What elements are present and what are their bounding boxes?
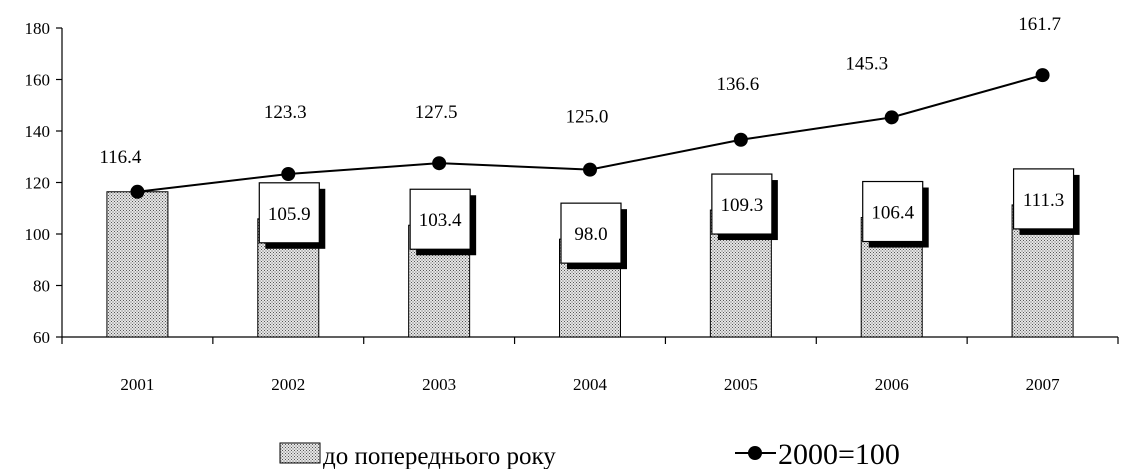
y-tick-label: 100 (25, 225, 51, 244)
bar-label-box (862, 180, 924, 243)
legend-line-label: 2000=100 (778, 438, 900, 469)
x-tick-label: 2002 (271, 375, 305, 394)
y-tick-label: 120 (25, 174, 51, 193)
x-tick-label: 2007 (1026, 375, 1061, 394)
legend-bar-label: до попереднього року (323, 443, 556, 469)
x-tick-label: 2001 (120, 375, 154, 394)
bar (106, 191, 169, 338)
y-tick-label: 60 (33, 328, 50, 347)
legend: до попереднього року 2000=100 (279, 438, 900, 469)
legend-bar-swatch (279, 442, 321, 464)
bar-label-box (560, 202, 622, 264)
bar-value-label: 103.4 (419, 210, 462, 231)
bar-label-box (1012, 168, 1075, 230)
x-tick-label: 2004 (573, 375, 608, 394)
line-value-label: 125.0 (566, 107, 609, 128)
y-tick-label: 140 (25, 122, 51, 141)
line-marker (733, 132, 748, 147)
line-value-label: 127.5 (415, 102, 458, 123)
line-value-label: 116.4 (99, 147, 142, 168)
x-tick-label: 2005 (724, 375, 758, 394)
line-marker (281, 167, 296, 182)
bar-value-label: 106.4 (871, 203, 914, 224)
y-tick-label: 80 (33, 277, 50, 296)
bar-label-box (711, 173, 773, 235)
x-tick-label: 2003 (422, 375, 456, 394)
legend-line-marker (748, 446, 762, 460)
bar-value-label: 105.9 (268, 204, 311, 225)
bar-label-box (258, 182, 320, 244)
plot-area: 60 80 100 120 140 160 180 105.9 103.4 98.0 109.3 10… (25, 14, 1119, 394)
line-marker (432, 156, 447, 171)
line-value-label: 136.6 (716, 74, 759, 95)
x-tick-label: 2006 (875, 375, 909, 394)
line-marker (1035, 68, 1050, 83)
line-marker (583, 162, 597, 177)
bar-value-label: 98.0 (574, 224, 607, 245)
y-tick-label: 180 (25, 19, 51, 38)
bar-value-label: 111.3 (1023, 190, 1064, 211)
line-value-label: 161.7 (1018, 14, 1061, 35)
bar-label-box (409, 188, 471, 250)
y-tick-label: 160 (25, 71, 51, 90)
line-value-label: 123.3 (264, 102, 307, 123)
line-marker (130, 184, 145, 199)
line-value-label: 145.3 (845, 53, 888, 74)
bar-value-label: 109.3 (720, 195, 763, 216)
line-marker (884, 110, 899, 125)
